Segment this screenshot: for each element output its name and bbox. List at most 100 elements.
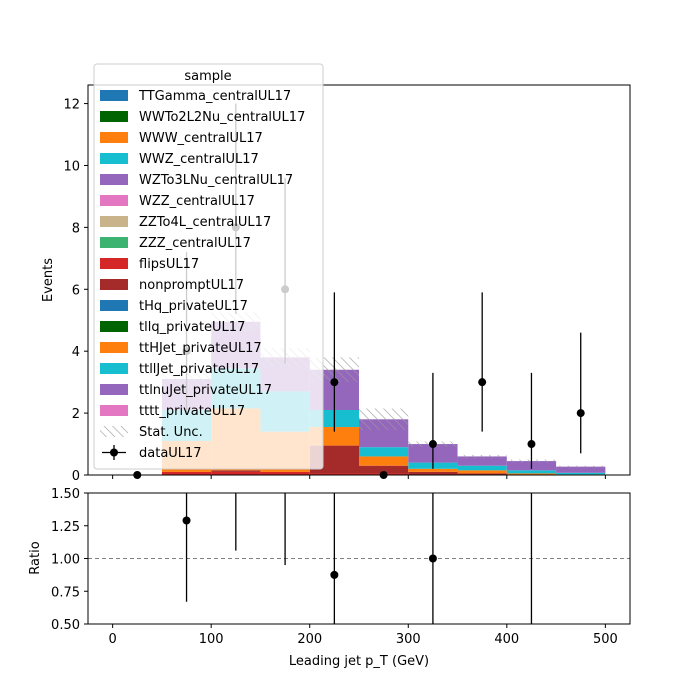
ratio-y-tick-label-0.75: 0.75	[51, 585, 80, 600]
legend-swatch-10	[100, 300, 128, 311]
main-y-tick-label-4: 4	[72, 345, 80, 360]
stat-unc-bin-7	[457, 454, 507, 458]
x-axis-label: Leading jet p_T (GeV)	[289, 654, 429, 669]
main-y-tick-label-2: 2	[72, 407, 80, 422]
legend-swatch-16	[100, 426, 128, 437]
legend-entry-8: flipsUL17	[100, 257, 199, 272]
legend-swatch-14	[100, 384, 128, 395]
ratio-x-tick-label-200: 200	[297, 632, 322, 647]
stat-unc-bin-9	[556, 465, 606, 468]
legend-label-7: ZZZ_centralUL17	[139, 236, 251, 251]
bar-ttllJet_privateUL17-bin-5	[359, 447, 409, 457]
ratio-point-2	[428, 554, 437, 563]
ratio-plot-panel: 0.50 0.75 1.00 1.25 1.50 0 100 200 300 400 500 Ra…	[28, 487, 631, 669]
bar-flipsUL17-bin-1	[161, 471, 212, 475]
ratio-point-1	[330, 570, 339, 579]
legend-entry-1: WWTo2L2Nu_centralUL17	[100, 110, 305, 125]
legend-box	[93, 63, 324, 470]
legend-swatch-8	[100, 258, 128, 269]
legend-entry-4: WZTo3LNu_centralUL17	[100, 173, 293, 188]
legend-entry-14: ttlnuJet_privateUL17	[100, 383, 272, 398]
legend-label-10: tHq_privateUL17	[139, 299, 248, 314]
legend-entry-0: TTGamma_centralUL17	[100, 89, 291, 104]
ratio-y-tick-label-0.5: 0.50	[51, 618, 80, 633]
legend-label-15: tttt_privateUL17	[139, 404, 245, 419]
bar-ttllJet_privateUL17-bin-9	[556, 472, 606, 475]
bar-ttHJet_privateUL17-bin-5	[359, 456, 409, 466]
bar-nonpromptUL17-bin-7	[457, 473, 507, 475]
legend-entry-7: ZZZ_centralUL17	[100, 236, 251, 251]
ratio-x-tick-label-100: 100	[199, 632, 224, 647]
bar-ttHJet_privateUL17-bin-7	[457, 470, 507, 474]
legend: sample TTGamma_centralUL17 WWTo2L2Nu_cent…	[93, 63, 324, 470]
bar-nonpromptUL17-bin-5	[359, 465, 409, 474]
bar-nonpromptUL17-bin-2	[211, 470, 261, 472]
ratio-point-0	[182, 516, 191, 525]
legend-marker-17	[110, 448, 118, 457]
legend-swatch-11	[100, 321, 128, 332]
legend-title: sample	[184, 69, 231, 84]
legend-entry-15: tttt_privateUL17	[100, 404, 245, 419]
legend-swatch-5	[100, 195, 128, 206]
ratio-y-tick-label-1.5: 1.50	[51, 487, 80, 502]
ratio-points	[182, 493, 533, 624]
data-point-8	[527, 440, 536, 449]
ratio-x-ticks: 0 100 200 300 400 500	[108, 624, 618, 647]
legend-swatch-9	[100, 279, 128, 290]
legend-entry-6: ZZTo4L_centralUL17	[100, 215, 271, 230]
ratio-y-ticks: 0.50 0.75 1.00 1.25 1.50	[51, 487, 88, 633]
legend-label-5: WZZ_centralUL17	[139, 194, 255, 209]
legend-swatch-15	[100, 405, 128, 416]
ratio-x-tick-label-300: 300	[396, 632, 421, 647]
bar-ttlnuJet_privateUL17-bin-7	[457, 456, 507, 466]
legend-entry-16: Stat. Unc.	[100, 425, 203, 440]
legend-label-13: ttllJet_privateUL17	[139, 362, 259, 377]
data-point-9	[576, 409, 585, 418]
legend-entry-12: ttHJet_privateUL17	[100, 341, 262, 356]
main-y-tick-label-10: 10	[63, 159, 80, 174]
ratio-x-tick-label-500: 500	[593, 632, 618, 647]
legend-entry-11: tllq_privateUL17	[100, 320, 245, 335]
legend-label-16: Stat. Unc.	[139, 425, 203, 440]
data-point-6	[428, 440, 437, 449]
ratio-y-tick-label-1.25: 1.25	[51, 520, 80, 535]
legend-label-3: WWZ_centralUL17	[139, 152, 259, 167]
ratio-x-tick-label-0: 0	[108, 632, 116, 647]
legend-swatch-3	[100, 153, 128, 164]
ratio-y-axis-label: Ratio	[28, 541, 43, 574]
legend-entry-2: WWW_centralUL17	[100, 131, 263, 146]
main-y-ticks: 0 2 4 6 8 10 12	[63, 98, 88, 484]
legend-swatch-2	[100, 132, 128, 143]
data-point-4	[330, 378, 339, 387]
bar-ttllJet_privateUL17-bin-7	[457, 465, 507, 471]
bar-flipsUL17-bin-2	[211, 471, 261, 475]
legend-entry-17: dataUL17	[102, 445, 202, 461]
main-y-tick-label-6: 6	[72, 283, 80, 298]
main-x-ticks	[112, 475, 606, 479]
main-y-axis-label: Events	[41, 258, 56, 302]
legend-swatch-4	[100, 174, 128, 185]
legend-entry-13: ttllJet_privateUL17	[100, 362, 259, 377]
legend-entries: TTGamma_centralUL17 WWTo2L2Nu_centralUL17…	[100, 89, 305, 461]
legend-entry-5: WZZ_centralUL17	[100, 194, 255, 209]
legend-swatch-6	[100, 216, 128, 227]
legend-entry-9: nonpromptUL17	[100, 278, 244, 293]
legend-label-11: tllq_privateUL17	[139, 320, 245, 335]
legend-label-6: ZZTo4L_centralUL17	[139, 215, 271, 230]
data-point-7	[478, 378, 487, 387]
legend-label-8: flipsUL17	[139, 257, 199, 272]
legend-swatch-12	[100, 342, 128, 353]
main-y-tick-label-0: 0	[72, 469, 80, 484]
main-y-tick-label-12: 12	[63, 98, 80, 113]
bar-flipsUL17-bin-3	[260, 471, 310, 475]
bar-ttlnuJet_privateUL17-bin-9	[556, 466, 606, 473]
legend-swatch-13	[100, 363, 128, 374]
ratio-y-tick-label-1: 1.00	[51, 553, 80, 568]
legend-label-12: ttHJet_privateUL17	[139, 341, 262, 356]
legend-swatch-7	[100, 237, 128, 248]
main-y-tick-label-8: 8	[72, 221, 80, 236]
legend-label-14: ttlnuJet_privateUL17	[139, 383, 272, 398]
legend-entry-3: WWZ_centralUL17	[100, 152, 259, 167]
bar-ttHJet_privateUL17-bin-8	[506, 473, 557, 475]
